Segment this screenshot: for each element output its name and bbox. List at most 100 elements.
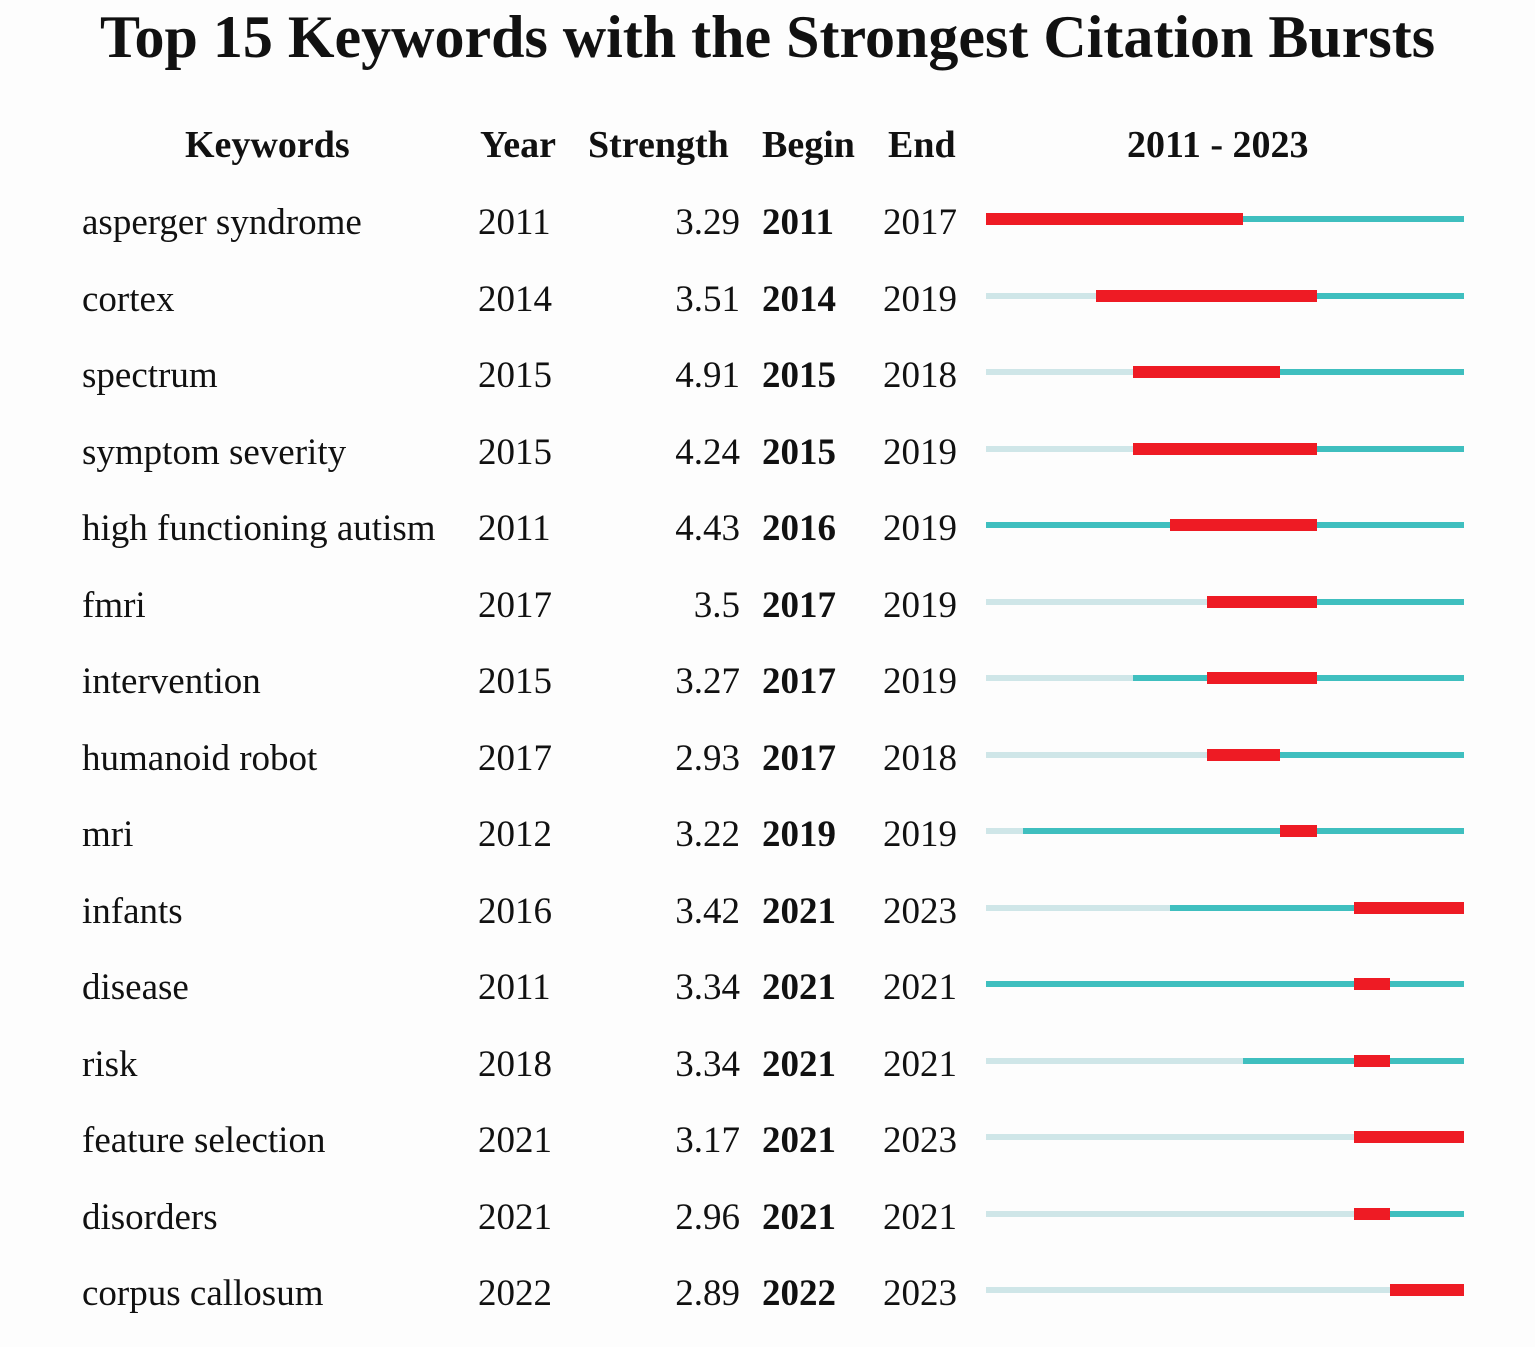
- keyword-cell: symptom severity: [82, 431, 347, 473]
- table-row: fmri 2017 3.5 2017 2019: [0, 583, 1535, 659]
- header-end: End: [888, 124, 956, 166]
- keyword-cell: disorders: [82, 1196, 218, 1238]
- year-cell: 2011: [478, 508, 551, 549]
- keyword-cell: intervention: [82, 661, 261, 702]
- burst-bar: [1353, 978, 1391, 990]
- table-row: high functioning autism 2011 4.43 2016 2019: [0, 506, 1535, 582]
- timeline-track: [986, 595, 1464, 608]
- table-row: spectrum 2015 4.91 2015 2018: [0, 353, 1535, 429]
- keyword-cell: cortex: [82, 278, 175, 320]
- year-cell: 2021: [478, 1196, 552, 1238]
- table-row: disease 2011 3.34 2021 2021: [0, 965, 1535, 1041]
- keyword-cell: mri: [82, 814, 134, 855]
- timeline-track: [986, 672, 1464, 684]
- end-cell: 2019: [883, 814, 957, 855]
- table-row: infants 2016 3.42 2021 2023: [0, 889, 1535, 965]
- table-row: risk 2018 3.34 2021 2021: [0, 1042, 1535, 1118]
- year-cell: 2015: [478, 355, 552, 396]
- keyword-cell: humanoid robot: [82, 737, 318, 779]
- timeline-active-segment: [1169, 904, 1464, 911]
- timeline-track: [986, 825, 1464, 837]
- strength-cell: 3.42: [675, 890, 740, 932]
- burst-bar: [1206, 672, 1317, 684]
- strength-cell: 2.96: [675, 1196, 740, 1238]
- keyword-cell: fmri: [82, 584, 146, 626]
- timeline-track: [986, 442, 1464, 455]
- header-begin: Begin: [762, 124, 855, 166]
- begin-cell: 2019: [762, 814, 836, 855]
- begin-cell: 2021: [762, 890, 836, 932]
- burst-bar: [1353, 1131, 1464, 1143]
- year-cell: 2015: [478, 661, 552, 702]
- burst-bar: [1096, 289, 1317, 302]
- header-keywords: Keywords: [185, 124, 350, 166]
- burst-bar: [1390, 1284, 1464, 1296]
- end-cell: 2021: [883, 1196, 957, 1238]
- timeline-track: [986, 289, 1464, 302]
- keyword-cell: corpus callosum: [82, 1273, 324, 1314]
- strength-cell: 4.24: [675, 431, 740, 473]
- burst-bar: [1280, 825, 1317, 837]
- begin-cell: 2021: [762, 1196, 836, 1238]
- end-cell: 2019: [883, 508, 957, 549]
- timeline-track: [986, 1284, 1464, 1296]
- strength-cell: 3.51: [675, 278, 740, 320]
- strength-cell: 2.89: [675, 1273, 740, 1314]
- year-cell: 2022: [478, 1273, 552, 1314]
- keyword-cell: feature selection: [82, 1120, 326, 1161]
- end-cell: 2017: [883, 202, 957, 243]
- begin-cell: 2022: [762, 1273, 836, 1314]
- year-cell: 2018: [478, 1043, 552, 1085]
- strength-cell: 3.27: [675, 661, 740, 702]
- timeline-track: [986, 519, 1464, 531]
- begin-cell: 2017: [762, 661, 836, 702]
- table-row: asperger syndrome 2011 3.29 2011 2017: [0, 200, 1535, 276]
- burst-bar: [1206, 595, 1317, 608]
- end-cell: 2021: [883, 1043, 957, 1085]
- table-row: intervention 2015 3.27 2017 2019: [0, 659, 1535, 735]
- begin-cell: 2011: [762, 202, 834, 243]
- year-cell: 2021: [478, 1120, 552, 1161]
- timeline-active-segment: [1206, 598, 1464, 605]
- strength-cell: 3.17: [675, 1120, 740, 1161]
- end-cell: 2018: [883, 355, 957, 396]
- keyword-cell: disease: [82, 967, 189, 1008]
- timeline-track: [986, 366, 1464, 378]
- timeline-track: [986, 1131, 1464, 1143]
- strength-cell: 3.29: [675, 202, 740, 243]
- begin-cell: 2021: [762, 1120, 836, 1161]
- year-cell: 2017: [478, 584, 552, 626]
- strength-cell: 4.43: [675, 508, 740, 549]
- timeline-active-segment: [1133, 369, 1464, 375]
- end-cell: 2023: [883, 1120, 957, 1161]
- begin-cell: 2015: [762, 355, 836, 396]
- strength-cell: 2.93: [675, 737, 740, 779]
- timeline-active-segment: [1206, 751, 1464, 758]
- end-cell: 2019: [883, 584, 957, 626]
- table-row: mri 2012 3.22 2019 2019: [0, 812, 1535, 888]
- year-cell: 2012: [478, 814, 552, 855]
- timeline-track: [986, 213, 1464, 225]
- timeline-track: [986, 1207, 1464, 1220]
- begin-cell: 2021: [762, 967, 836, 1008]
- burst-bar: [1133, 442, 1317, 455]
- keyword-cell: risk: [82, 1043, 138, 1085]
- timeline-active-segment: [986, 981, 1464, 987]
- end-cell: 2023: [883, 890, 957, 932]
- table-row: symptom severity 2015 4.24 2015 2019: [0, 430, 1535, 506]
- table-row: disorders 2021 2.96 2021 2021: [0, 1195, 1535, 1271]
- strength-cell: 4.91: [675, 355, 740, 396]
- header-strength: Strength: [588, 124, 729, 166]
- keyword-cell: spectrum: [82, 355, 218, 396]
- begin-cell: 2017: [762, 737, 836, 779]
- table-row: cortex 2014 3.51 2014 2019: [0, 277, 1535, 353]
- burst-bar: [1353, 901, 1464, 914]
- burst-bar: [986, 213, 1244, 225]
- timeline-active-segment: [1353, 1210, 1464, 1217]
- end-cell: 2018: [883, 737, 957, 779]
- table-row: feature selection 2021 3.17 2021 2023: [0, 1118, 1535, 1194]
- chart-title: Top 15 Keywords with the Strongest Citat…: [99, 4, 1436, 70]
- keyword-cell: asperger syndrome: [82, 202, 362, 243]
- begin-cell: 2015: [762, 431, 836, 473]
- year-cell: 2014: [478, 278, 552, 320]
